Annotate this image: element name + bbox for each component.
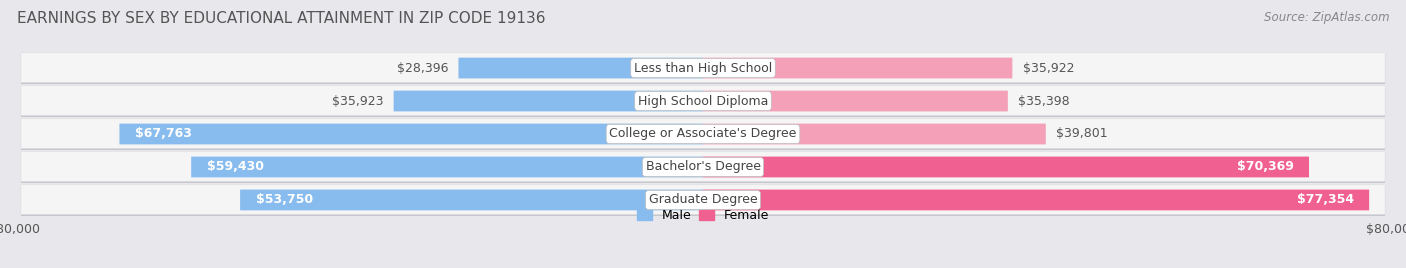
FancyBboxPatch shape (703, 189, 1369, 210)
FancyBboxPatch shape (394, 91, 703, 111)
Text: $28,396: $28,396 (396, 62, 449, 75)
FancyBboxPatch shape (21, 119, 1385, 148)
FancyBboxPatch shape (703, 157, 1309, 177)
Text: High School Diploma: High School Diploma (638, 95, 768, 107)
FancyBboxPatch shape (21, 185, 1385, 214)
FancyBboxPatch shape (458, 58, 703, 79)
Text: $35,923: $35,923 (332, 95, 384, 107)
Text: Bachelor's Degree: Bachelor's Degree (645, 161, 761, 173)
Legend: Male, Female: Male, Female (631, 204, 775, 227)
FancyBboxPatch shape (21, 53, 1385, 83)
Text: $39,801: $39,801 (1056, 128, 1108, 140)
Text: Graduate Degree: Graduate Degree (648, 193, 758, 206)
Text: $35,398: $35,398 (1018, 95, 1070, 107)
FancyBboxPatch shape (120, 124, 703, 144)
FancyBboxPatch shape (703, 124, 1046, 144)
Text: $77,354: $77,354 (1296, 193, 1354, 206)
FancyBboxPatch shape (21, 86, 1385, 116)
FancyBboxPatch shape (21, 186, 1385, 216)
FancyBboxPatch shape (703, 91, 1008, 111)
Text: Source: ZipAtlas.com: Source: ZipAtlas.com (1264, 11, 1389, 24)
Text: $53,750: $53,750 (256, 193, 312, 206)
Text: EARNINGS BY SEX BY EDUCATIONAL ATTAINMENT IN ZIP CODE 19136: EARNINGS BY SEX BY EDUCATIONAL ATTAINMEN… (17, 11, 546, 26)
FancyBboxPatch shape (191, 157, 703, 177)
Text: College or Associate's Degree: College or Associate's Degree (609, 128, 797, 140)
FancyBboxPatch shape (21, 120, 1385, 150)
Text: Less than High School: Less than High School (634, 62, 772, 75)
FancyBboxPatch shape (21, 152, 1385, 181)
FancyBboxPatch shape (21, 87, 1385, 117)
FancyBboxPatch shape (703, 58, 1012, 79)
Text: $67,763: $67,763 (135, 128, 191, 140)
Text: $59,430: $59,430 (207, 161, 264, 173)
Text: $70,369: $70,369 (1237, 161, 1294, 173)
FancyBboxPatch shape (21, 153, 1385, 183)
FancyBboxPatch shape (21, 54, 1385, 84)
Text: $35,922: $35,922 (1022, 62, 1074, 75)
FancyBboxPatch shape (240, 189, 703, 210)
